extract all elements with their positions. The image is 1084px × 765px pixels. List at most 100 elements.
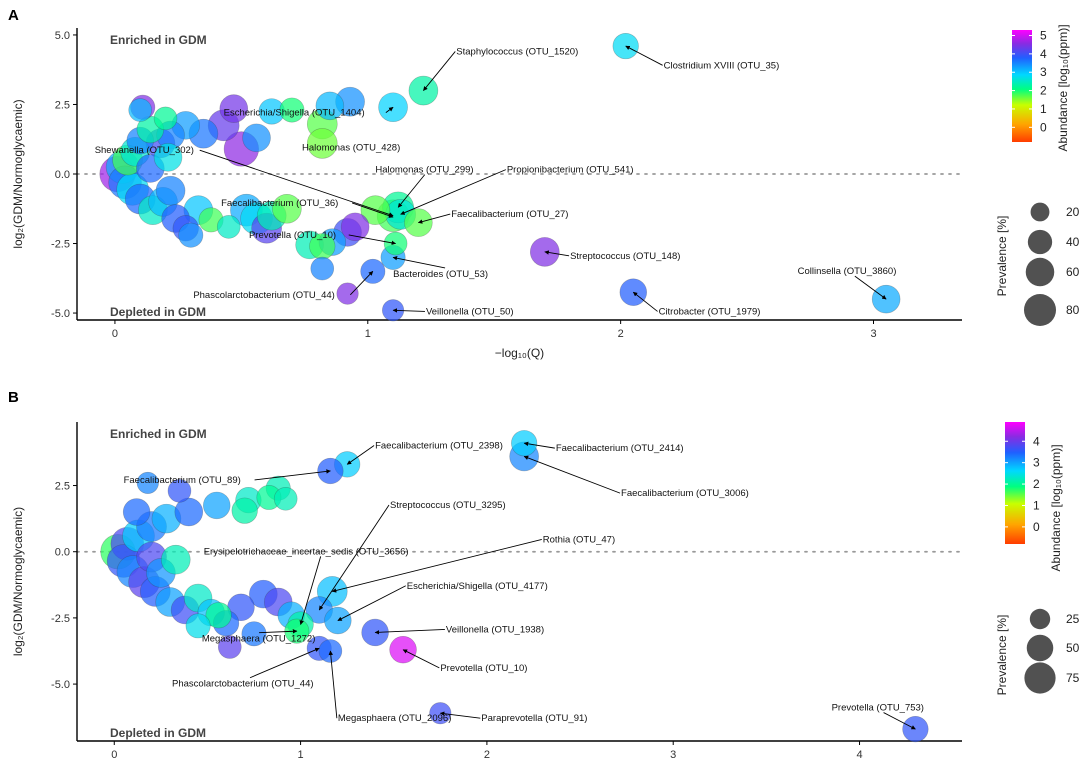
x-axis-title: −log₁₀(Q) xyxy=(495,346,544,360)
y-tick-label: -2.5 xyxy=(51,239,70,251)
data-point xyxy=(383,231,408,256)
x-tick-label: 3 xyxy=(670,749,676,761)
size-legend-title: Prevalence [%] xyxy=(995,615,1009,696)
annotation-arrow xyxy=(544,250,570,257)
otu-annotation: Clostridium XVIII (OTU_35) xyxy=(664,60,780,71)
data-point xyxy=(205,602,232,629)
data-point xyxy=(122,498,151,526)
data-point xyxy=(217,635,242,659)
otu-annotation: Prevotella (OTU_10) xyxy=(249,230,336,241)
otu-annotation: Prevotella (OTU_10) xyxy=(440,663,527,674)
data-point xyxy=(340,212,370,242)
annotation-arrow xyxy=(318,504,390,611)
annotation-arrow xyxy=(523,441,555,449)
annotation-arrow xyxy=(392,256,446,269)
annotation-arrow xyxy=(331,539,542,593)
data-point xyxy=(160,544,191,575)
data-point xyxy=(128,98,153,122)
y-tick-label: -2.5 xyxy=(51,613,70,625)
enriched-label: Enriched in GDM xyxy=(110,427,207,441)
annotation-arrow xyxy=(299,556,322,625)
otu-annotation: Halomonas (OTU_299) xyxy=(375,165,473,176)
data-point xyxy=(273,486,298,511)
size-legend-circle xyxy=(1024,662,1056,694)
annotation-arrow xyxy=(346,445,375,465)
size-legend-label: 60 xyxy=(1066,265,1080,279)
otu-annotation: Faecalibacterium (OTU_89) xyxy=(124,475,241,486)
otu-annotation: Faecalibacterium (OTU_36) xyxy=(221,198,338,209)
depleted-label: Depleted in GDM xyxy=(110,726,206,740)
data-point xyxy=(167,479,192,503)
y-axis-title: log₂(GDM/Normoglycaemic) xyxy=(11,99,25,248)
annotation-arrow xyxy=(439,711,481,719)
annotation-arrow xyxy=(400,169,507,215)
x-tick-label: 2 xyxy=(484,749,490,761)
annotation-arrow xyxy=(883,712,916,730)
otu-annotation: Faecalibacterium (OTU_3006) xyxy=(621,488,749,499)
annotation-arrow xyxy=(249,647,320,679)
otu-annotation: Phascolarctobacterium (OTU_44) xyxy=(193,290,334,301)
annotation-arrow xyxy=(402,649,440,669)
colorbar-tick-label: 0 xyxy=(1033,520,1040,534)
data-point xyxy=(155,175,186,206)
data-point xyxy=(310,256,335,281)
otu-annotation: Faecalibacterium (OTU_2414) xyxy=(556,443,684,454)
size-legend-label: 80 xyxy=(1066,303,1080,317)
colorbar-tick-label: 2 xyxy=(1033,477,1040,491)
data-point xyxy=(185,613,211,639)
annotation-arrow xyxy=(523,455,621,494)
data-point xyxy=(871,284,901,314)
y-tick-label: 5.0 xyxy=(55,30,70,42)
annotation-arrow xyxy=(254,469,331,481)
size-legend-circle xyxy=(1029,608,1051,630)
data-point xyxy=(279,97,305,123)
colorbar-title: Abundance [log₁₀(ppm)] xyxy=(1056,24,1070,151)
depleted-label: Depleted in GDM xyxy=(110,305,206,319)
data-point xyxy=(241,621,267,647)
annotation-arrow xyxy=(349,271,374,296)
otu-annotation: Prevotella (OTU_753) xyxy=(832,703,924,714)
otu-annotation: Collinsella (OTU_3860) xyxy=(798,266,897,277)
size-legend-label: 25 xyxy=(1066,612,1080,626)
otu-annotation: Faecalibacterium (OTU_2398) xyxy=(375,440,503,451)
y-tick-label: -5.0 xyxy=(51,308,70,320)
otu-annotation: Phascolarctobacterium (OTU_44) xyxy=(172,679,314,690)
otu-annotation: Faecalibacterium (OTU_27) xyxy=(451,209,568,220)
size-legend-circle xyxy=(1023,293,1057,327)
otu-annotation: Staphylococcus (OTU_1520) xyxy=(456,46,578,57)
otu-annotation: Veillonella (OTU_50) xyxy=(426,306,514,317)
annotation-arrow xyxy=(259,629,298,634)
annotation-arrow xyxy=(351,202,394,218)
otu-annotation: Escherichia/Shigella (OTU_4177) xyxy=(407,581,548,592)
otu-annotation: Citrobacter (OTU_1979) xyxy=(659,306,761,317)
colorbar-tick-label: 0 xyxy=(1040,120,1047,134)
annotation-arrow xyxy=(392,308,425,313)
colorbar-tick-label: 1 xyxy=(1040,102,1047,116)
panel-letter: B xyxy=(8,389,19,406)
data-point xyxy=(902,715,929,743)
annotation-arrow xyxy=(417,213,451,224)
colorbar-tick-label: 3 xyxy=(1033,456,1040,470)
size-legend-circle xyxy=(1030,202,1050,222)
data-point xyxy=(242,123,271,153)
otu-annotation: Halomonas (OTU_428) xyxy=(302,142,400,153)
x-tick-label: 3 xyxy=(870,328,876,340)
size-legend-label: 20 xyxy=(1066,205,1080,219)
data-point xyxy=(306,128,338,159)
y-tick-label: 0.0 xyxy=(55,547,70,559)
panel-a: A -5.0 -2.5 0.0 2.5 5.0 0 1 2 3 −log₁₀(Q) log₂(GDM/… xyxy=(8,7,1080,360)
otu-annotation: Escherichia/Shigella (OTU_1404) xyxy=(224,108,365,119)
size-legend-title: Prevalence [%] xyxy=(995,216,1009,297)
data-point xyxy=(136,471,159,494)
colorbar-tick-label: 2 xyxy=(1040,84,1047,98)
data-point xyxy=(153,143,183,172)
data-point xyxy=(153,106,178,131)
colorbar-tick-label: 1 xyxy=(1033,498,1040,512)
y-tick-label: -5.0 xyxy=(51,679,70,691)
size-legend-label: 50 xyxy=(1066,641,1080,655)
size-legend-label: 40 xyxy=(1066,235,1080,249)
data-point xyxy=(203,491,231,520)
colorbar-tick-label: 4 xyxy=(1033,434,1040,448)
y-tick-label: 0.0 xyxy=(55,169,70,181)
